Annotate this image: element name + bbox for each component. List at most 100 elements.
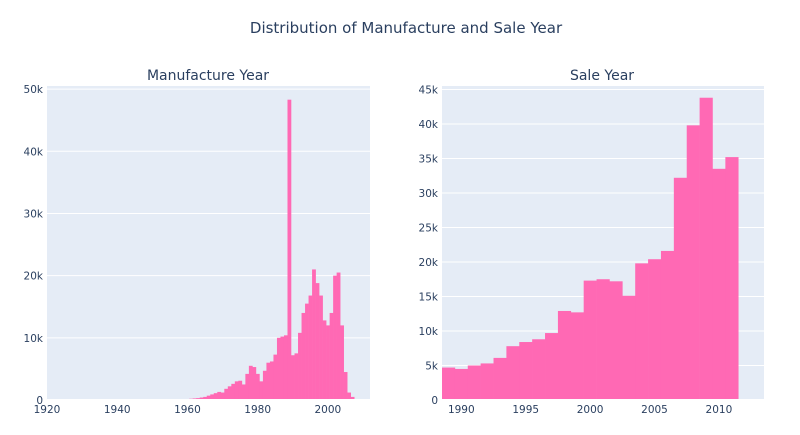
sale-bar [673, 177, 688, 400]
manufacture-xtick-label: 1940 [104, 404, 131, 416]
sale-bar [699, 97, 713, 400]
sale-year-title: Sale Year [570, 68, 634, 84]
manufacture-bar [287, 99, 292, 401]
manufacture-bar [262, 370, 267, 400]
manufacture-bar [294, 353, 299, 400]
sale-xtick-label: 2000 [577, 404, 604, 416]
manufacture-bar [203, 396, 208, 400]
manufacture-xtick-label: 1920 [34, 404, 61, 416]
manufacture-ytick-label: 10k [24, 333, 44, 345]
manufacture-bar [305, 303, 309, 400]
manufacture-bar [231, 383, 236, 400]
manufacture-bar [199, 397, 204, 400]
figure-title: Distribution of Manufacture and Sale Yea… [250, 19, 563, 37]
manufacture-bar [252, 367, 257, 400]
sale-xtick-label: 2010 [706, 404, 733, 416]
sale-bar [648, 259, 662, 400]
manufacture-bar [298, 332, 302, 400]
manufacture-bar [336, 272, 341, 400]
sale-ytick-label: 0 [431, 395, 438, 407]
sale-bar [635, 263, 649, 400]
sale-ytick-label: 15k [419, 291, 439, 303]
manufacture-xtick-label: 2000 [315, 404, 342, 416]
manufacture-bar [269, 361, 274, 400]
sale-bar [532, 339, 546, 400]
manufacture-bar [326, 325, 330, 400]
manufacture-bar [220, 392, 225, 400]
manufacture-bar [224, 388, 229, 400]
manufacture-ytick-label: 40k [24, 146, 44, 158]
sale-bar [583, 280, 597, 400]
manufacture-bar [347, 392, 351, 400]
sale-bar [480, 363, 494, 400]
manufacture-year-subplot: Manufacture Year 0 10k 20k 30k 40k 50k 1920 194… [24, 68, 370, 416]
manufacture-bar [350, 396, 355, 400]
manufacture-year-title: Manufacture Year [147, 68, 269, 84]
sale-bar [557, 310, 572, 400]
sale-bar [596, 279, 610, 400]
manufacture-bar [340, 325, 344, 400]
sale-ytick-label: 45k [419, 84, 439, 96]
sale-xtick-label: 2005 [641, 404, 668, 416]
manufacture-ytick-label: 20k [24, 271, 44, 283]
manufacture-bar [227, 386, 232, 400]
sale-bar [660, 250, 675, 400]
manufacture-bar [241, 384, 246, 400]
manufacture-bar [333, 275, 337, 400]
sale-ytick-label: 10k [419, 326, 439, 338]
manufacture-bar [213, 393, 218, 400]
manufacture-bar [273, 354, 278, 400]
manufacture-bar [280, 336, 285, 400]
manufacture-bar [308, 295, 313, 400]
sale-bar [519, 342, 533, 400]
manufacture-bar [206, 395, 211, 400]
manufacture-bar [343, 372, 348, 400]
manufacture-ytick-label: 30k [24, 208, 44, 220]
manufacture-bar [248, 365, 253, 400]
sale-bar [686, 125, 700, 400]
manufacture-bar [217, 391, 222, 400]
sale-bar [712, 168, 726, 400]
sale-year-subplot: Sale Year 0 5k 10k 15k 20k 25k 30k 35k 40k 45k 199… [419, 68, 764, 416]
sale-ytick-label: 30k [419, 188, 439, 200]
sale-ytick-label: 5k [425, 360, 439, 372]
manufacture-bar [266, 362, 271, 400]
manufacture-ytick-label: 0 [36, 395, 43, 407]
manufacture-bar [234, 381, 239, 400]
manufacture-ytick-label: 50k [24, 84, 44, 96]
manufacture-bar [238, 380, 243, 400]
sale-bar [506, 346, 520, 400]
sale-xtick-label: 1995 [512, 404, 539, 416]
sale-bar [622, 295, 636, 400]
sale-ytick-label: 25k [419, 222, 439, 234]
sale-bar [545, 333, 559, 400]
sale-bar [467, 365, 481, 400]
sale-bar [725, 157, 739, 400]
sale-bar [493, 357, 507, 400]
manufacture-bar [322, 320, 327, 400]
sale-ytick-label: 35k [419, 153, 439, 165]
sale-ytick-label: 40k [419, 119, 439, 131]
manufacture-bar [319, 295, 323, 400]
manufacture-bar [291, 355, 295, 400]
sale-bar [442, 367, 456, 400]
sale-bar [454, 368, 469, 400]
manufacture-bar [312, 269, 316, 400]
sale-bar [609, 281, 623, 400]
manufacture-bar [255, 373, 260, 400]
sale-ytick-label: 20k [419, 257, 439, 269]
sale-bar [570, 312, 584, 400]
manufacture-bar [259, 381, 264, 400]
manufacture-bar [329, 312, 334, 400]
manufacture-bar [283, 335, 288, 400]
manufacture-bar [301, 312, 306, 400]
manufacture-xtick-label: 1960 [174, 404, 201, 416]
manufacture-bar [276, 337, 281, 400]
sale-xtick-label: 1990 [448, 404, 475, 416]
manufacture-bar [245, 373, 250, 400]
manufacture-bar [315, 283, 320, 400]
manufacture-xtick-label: 1980 [244, 404, 271, 416]
manufacture-bar [210, 394, 215, 400]
